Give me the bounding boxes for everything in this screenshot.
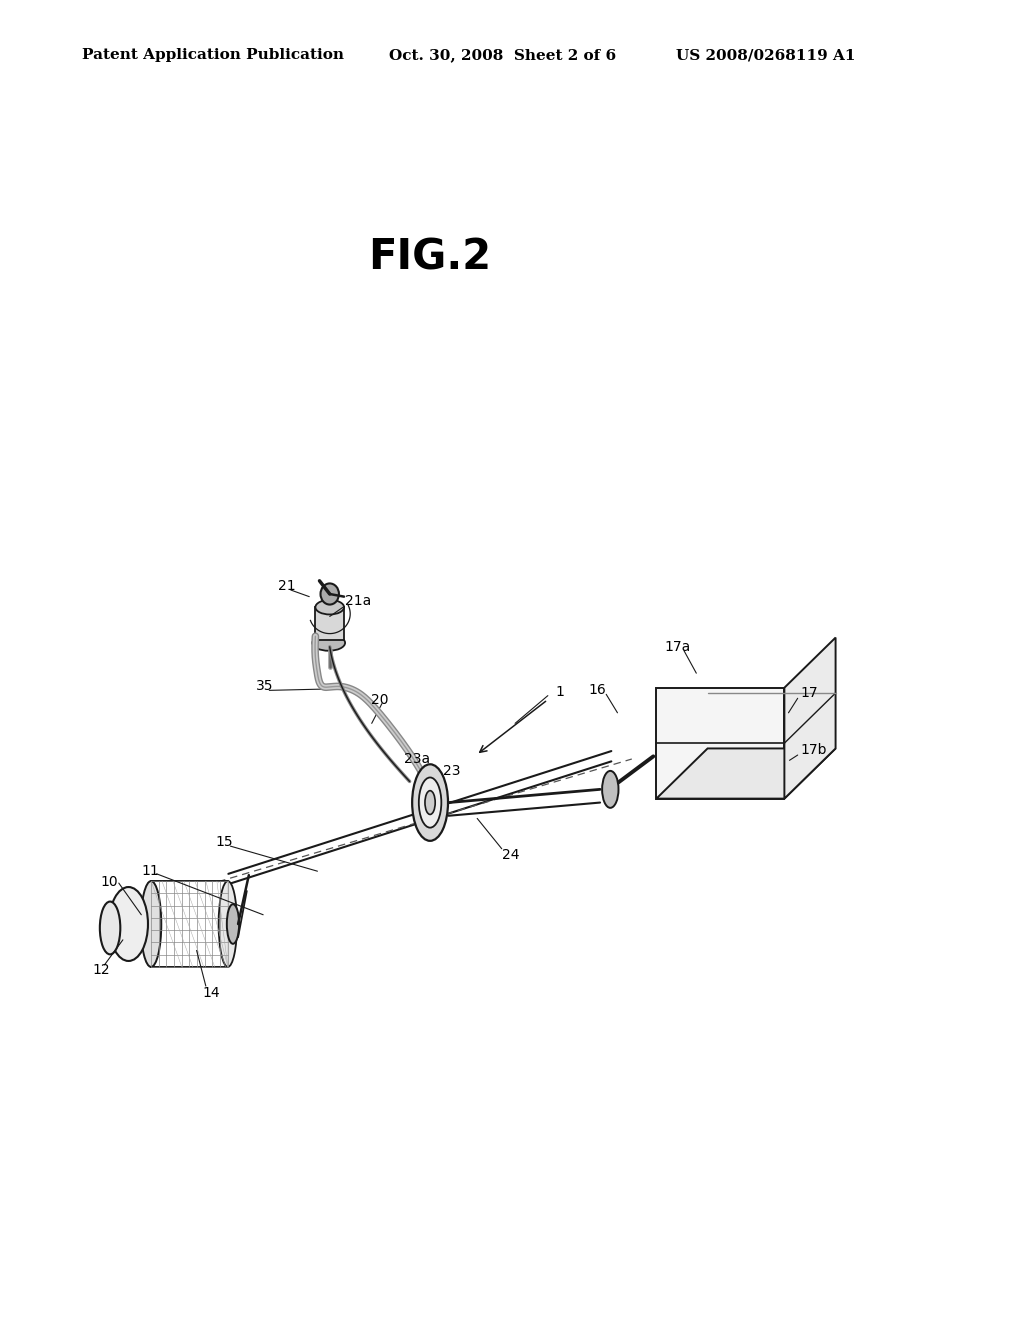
Text: 17a: 17a (665, 640, 691, 653)
Ellipse shape (140, 882, 162, 966)
Text: 21: 21 (278, 579, 295, 593)
Ellipse shape (219, 882, 238, 966)
Text: 16: 16 (589, 684, 606, 697)
Ellipse shape (419, 777, 441, 828)
Text: 21a: 21a (345, 594, 372, 607)
Ellipse shape (321, 583, 339, 605)
Ellipse shape (315, 599, 344, 615)
Text: 20: 20 (371, 693, 388, 706)
Text: 17b: 17b (801, 743, 827, 756)
Text: 23a: 23a (404, 752, 431, 766)
Text: 24: 24 (502, 849, 519, 862)
Polygon shape (656, 688, 784, 799)
Text: Patent Application Publication: Patent Application Publication (82, 49, 344, 62)
Text: 1: 1 (555, 685, 564, 698)
Ellipse shape (227, 904, 240, 944)
Text: Oct. 30, 2008  Sheet 2 of 6: Oct. 30, 2008 Sheet 2 of 6 (389, 49, 616, 62)
Text: 15: 15 (215, 836, 232, 849)
Text: US 2008/0268119 A1: US 2008/0268119 A1 (676, 49, 855, 62)
Ellipse shape (109, 887, 147, 961)
Text: 12: 12 (92, 964, 110, 977)
Polygon shape (315, 607, 344, 640)
Ellipse shape (99, 902, 120, 954)
Ellipse shape (425, 791, 435, 814)
Text: 10: 10 (100, 875, 118, 888)
Ellipse shape (602, 771, 618, 808)
Text: 17: 17 (801, 686, 818, 700)
Ellipse shape (412, 764, 449, 841)
Text: FIG.2: FIG.2 (369, 236, 492, 279)
Polygon shape (784, 638, 836, 799)
Ellipse shape (312, 635, 345, 651)
Text: 35: 35 (256, 680, 273, 693)
Text: 14: 14 (203, 986, 220, 999)
Text: 11: 11 (141, 865, 159, 878)
Polygon shape (656, 748, 836, 799)
Text: 23: 23 (443, 764, 461, 777)
